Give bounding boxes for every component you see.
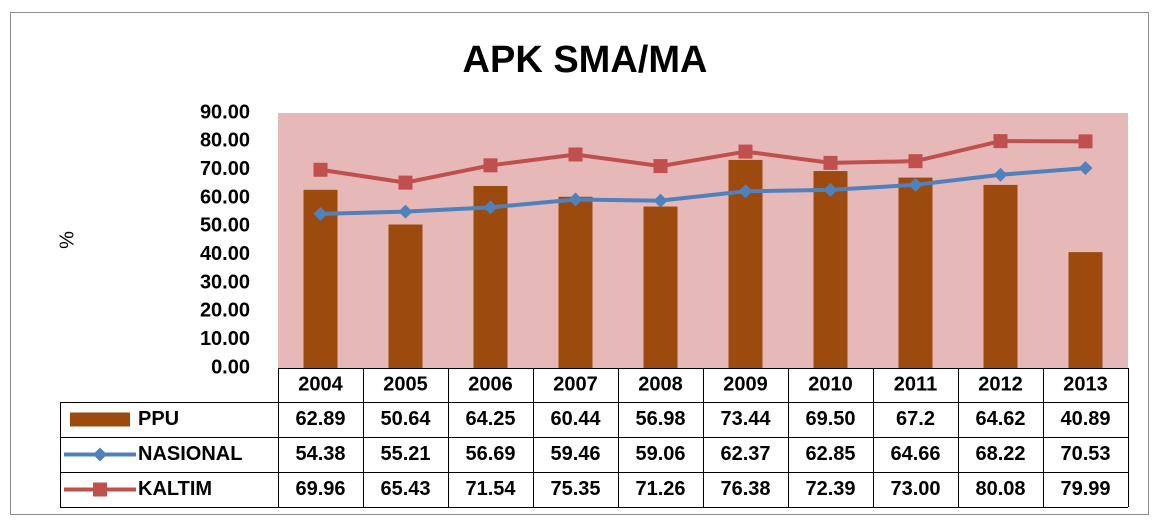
line-marker [1078,161,1093,176]
bar [983,184,1018,368]
y-tick-label: 70.00 [200,158,250,180]
x-tick-label: 2007 [553,373,598,395]
bar [1068,252,1103,368]
table-value: 65.43 [380,478,430,500]
table-value: 71.26 [635,478,685,500]
table-value: 56.98 [635,408,685,430]
chart-title: APK SMA/MA [463,39,708,81]
series-line [320,139,1086,185]
table-value: 80.08 [975,478,1025,500]
line-marker [908,177,923,192]
table-value: 54.38 [295,443,345,465]
table-value: 59.06 [635,443,685,465]
table-value: 62.89 [295,408,345,430]
table-value: 64.62 [975,408,1025,430]
line-marker [823,182,838,197]
y-tick-label: 50.00 [200,215,250,237]
y-axis-label: % [56,231,78,249]
line-marker [398,175,413,190]
table-value: 79.99 [1060,478,1110,500]
line-marker [568,192,583,207]
table-value: 68.22 [975,443,1025,465]
y-tick-label: 60.00 [200,186,250,208]
table-value: 72.39 [805,478,855,500]
table-value: 59.46 [550,443,600,465]
line-marker [653,159,668,174]
line-marker [313,162,328,177]
line-marker [993,134,1008,149]
line-marker [993,167,1008,182]
y-tick-label: 30.00 [200,271,250,293]
table-value: 62.85 [805,443,855,465]
x-tick-label: 2011 [894,373,937,395]
x-tick-label: 2008 [638,373,683,395]
table-value: 64.25 [465,408,515,430]
table-value: 69.96 [295,478,345,500]
line-marker [1078,134,1093,149]
table-value: 69.50 [805,408,855,430]
x-tick-label: 2009 [723,373,768,395]
line-marker [908,154,923,169]
table-value: 73.44 [720,408,771,430]
line-marker [823,155,838,170]
legend-key [70,412,130,427]
table-value: 40.89 [1060,408,1110,430]
table-value: 71.54 [465,478,516,500]
table-value: 67.2 [896,408,935,430]
table-value: 60.44 [550,408,601,430]
table-value: 64.66 [890,443,940,465]
x-tick-label: 2012 [978,373,1023,395]
line-marker [738,144,753,159]
x-tick-label: 2005 [383,373,428,395]
line-marker [568,147,583,162]
y-tick-label: 80.00 [200,130,250,152]
table-value: 56.69 [465,443,515,465]
legend-label: PPU [138,408,179,430]
x-tick-label: 2013 [1063,373,1108,395]
table-value: 75.35 [550,478,600,500]
table-value: 62.37 [720,443,770,465]
y-tick-label: 90.00 [200,101,250,123]
legend-label: KALTIM [138,478,212,500]
y-tick-label: 40.00 [200,243,250,265]
line-marker [653,193,668,208]
table-value: 73.00 [890,478,940,500]
legend-label: NASIONAL [138,443,242,465]
x-tick-label: 2010 [808,373,853,395]
y-tick-label: 10.00 [200,328,250,350]
legend-marker [93,447,107,462]
line-marker [398,204,413,219]
bar [388,224,423,368]
line-marker [313,206,328,221]
table-value: 55.21 [380,443,430,465]
bar [473,185,508,368]
bar [898,177,933,368]
line-marker [483,158,498,173]
bar [558,196,593,368]
bar [643,206,678,368]
x-tick-label: 2004 [298,373,343,395]
y-tick-label: 0.00 [211,356,250,378]
x-tick-label: 2006 [468,373,513,395]
legend-marker [93,482,107,497]
y-tick-label: 20.00 [200,300,250,322]
table-value: 70.53 [1060,443,1110,465]
series-line [320,166,1086,216]
bar [813,171,848,368]
table-value: 50.64 [380,408,431,430]
line-marker [738,184,753,199]
table-value: 76.38 [720,478,770,500]
line-marker [483,200,498,215]
